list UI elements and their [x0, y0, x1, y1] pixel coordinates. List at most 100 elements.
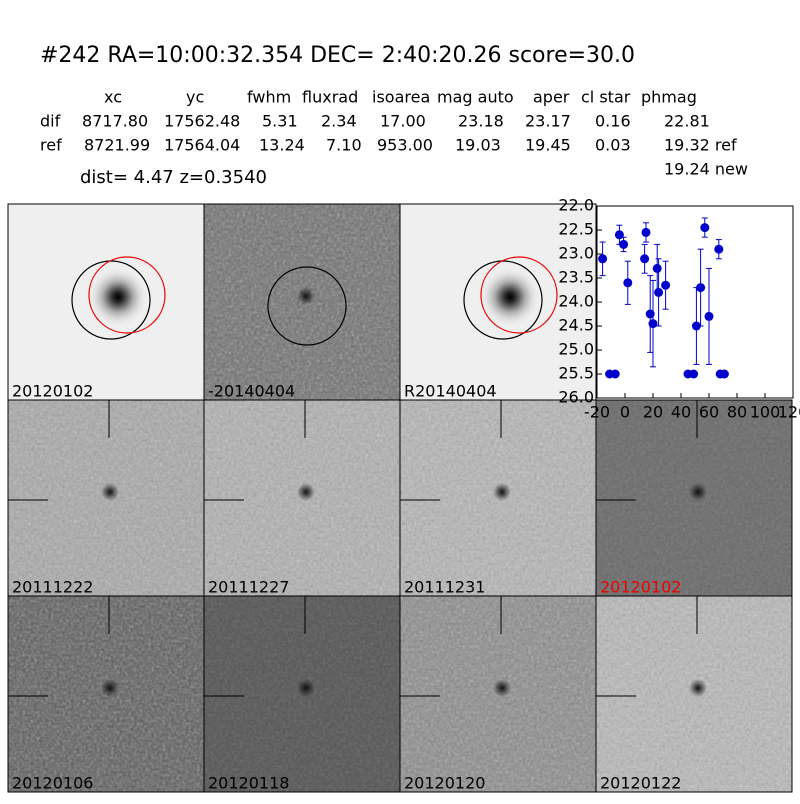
table-cell: dif: [40, 112, 61, 131]
column-header: mag auto: [437, 88, 514, 107]
y-tick-label: 23.0: [558, 244, 594, 263]
aperture: [480, 256, 558, 334]
y-tick-label: 22.5: [558, 220, 594, 239]
point: [614, 230, 624, 240]
panel-label: 20111231: [404, 578, 485, 597]
table-cell: 22.81: [664, 112, 710, 131]
panels: 20120102 -20140404 R20140404 20111222 201112…: [7, 203, 793, 793]
column-header: phmag: [641, 88, 697, 107]
point: [654, 287, 664, 297]
y-tick-label: 24.5: [558, 316, 594, 335]
panel-label: R20140404: [404, 382, 497, 401]
column-header: xc: [104, 88, 122, 107]
panel-label: 20111227: [208, 578, 289, 597]
image-panel: 20120122: [595, 595, 793, 793]
image-panel: 20120102: [7, 203, 205, 401]
residual: [101, 483, 119, 501]
x-tick-label: 120: [778, 403, 800, 422]
point: [610, 369, 620, 379]
table-cell: 17562.48: [164, 112, 240, 131]
table-cell: ref: [40, 136, 62, 155]
image-panel: 20111231: [399, 399, 597, 597]
table-cell: 5.31: [262, 112, 298, 131]
point: [661, 280, 671, 290]
dist-line: dist= 4.47 z=0.3540: [80, 167, 267, 188]
table-cell: 19.45: [525, 136, 571, 155]
image-panel: 20120102: [595, 399, 793, 597]
image-panel: R20140404: [399, 203, 597, 401]
column-header: fluxrad: [302, 88, 358, 107]
y-tick-label: 23.5: [558, 268, 594, 287]
column-header: yc: [186, 88, 204, 107]
light-curve: 22.0 22.5 23.0 23.5 24.0 24.5 25.0 25.5 26.0-20 0…: [558, 196, 800, 422]
table-cell: 2.34: [321, 112, 357, 131]
x-tick-label: 0: [620, 403, 630, 422]
residual: [689, 679, 707, 697]
residual: [493, 679, 511, 697]
x-tick-label: 100: [750, 403, 781, 422]
residual: [297, 679, 315, 697]
y-tick-label: 25.0: [558, 340, 594, 359]
y-tick-label: 25.5: [558, 364, 594, 383]
point: [648, 319, 658, 329]
table-cell: 0.03: [595, 136, 631, 155]
point: [598, 254, 608, 264]
y-tick-label: 22.0: [558, 196, 594, 215]
point: [691, 321, 701, 331]
residual: [297, 287, 315, 305]
panel-label: -20140404: [208, 382, 295, 401]
point: [696, 283, 706, 293]
column-header: fwhm: [247, 88, 291, 107]
table-cell: 8721.99: [84, 136, 150, 155]
residual: [297, 483, 315, 501]
table-cell: 19.03: [455, 136, 501, 155]
x-tick-label: 60: [699, 403, 719, 422]
residual: [689, 483, 707, 501]
image-panel: -20140404: [203, 203, 401, 401]
point: [719, 369, 729, 379]
point: [704, 311, 714, 321]
column-header: cl star: [581, 88, 631, 107]
table-cell: 7.10: [326, 136, 362, 155]
table-cell: 953.00: [377, 136, 433, 155]
panel-label: 20120106: [12, 774, 93, 793]
point: [623, 278, 633, 288]
table-cell: 19.32 ref: [664, 136, 737, 155]
x-tick-label: -20: [584, 403, 610, 422]
y-tick-label: 26.0: [558, 388, 594, 407]
plot-area: [596, 205, 794, 399]
x-tick-label: 40: [671, 403, 691, 422]
info-table: xc yc fwhm fluxrad isoarea mag auto aper cl sta…: [40, 88, 748, 189]
image-panel: 20120118: [203, 595, 401, 793]
point: [689, 369, 699, 379]
galaxy: [88, 267, 148, 327]
aperture: [267, 266, 347, 346]
aperture: [88, 256, 166, 334]
panel-label: 20120118: [208, 774, 289, 793]
image-panel: 20120106: [7, 595, 205, 793]
point: [714, 244, 724, 254]
image-panel: 20120120: [399, 595, 597, 793]
point: [619, 239, 629, 249]
panel-label: 20120122: [600, 774, 681, 793]
panel-label: 20120102: [600, 578, 681, 597]
table-cell: 0.16: [595, 112, 631, 131]
column-header: isoarea: [372, 88, 430, 107]
point: [645, 309, 655, 319]
table-cell: 17564.04: [164, 136, 240, 155]
table-cell: 23.17: [525, 112, 571, 131]
residual: [493, 483, 511, 501]
panel-label: 20111222: [12, 578, 93, 597]
table-cell: 8717.80: [82, 112, 148, 131]
panel-label: 20120120: [404, 774, 485, 793]
galaxy: [480, 267, 540, 327]
residual: [101, 679, 119, 697]
panel-border: [595, 595, 793, 793]
table-cell: 13.24: [259, 136, 305, 155]
panel-label: 20120102: [12, 382, 93, 401]
point: [700, 223, 710, 233]
point: [641, 227, 651, 237]
point: [640, 254, 650, 264]
image-panel: 20111222: [7, 399, 205, 597]
